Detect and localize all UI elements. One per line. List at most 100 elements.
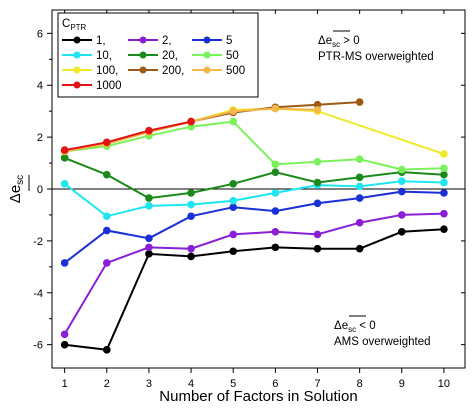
data-point [440, 178, 448, 187]
series-line [64, 107, 445, 155]
data-point [229, 117, 238, 126]
data-point [60, 340, 69, 349]
annotation-negative-label: AMS overweighted [334, 336, 431, 348]
legend-label: 500 [226, 65, 245, 77]
data-point [102, 138, 111, 147]
y-axis: -6 -4 -2 0 2 4 6 [33, 28, 465, 352]
legend-item: 1000 [62, 80, 122, 92]
annotation-positive-sub: sc [332, 40, 340, 49]
legend-label: 100, [96, 65, 118, 77]
series-line [63, 190, 444, 264]
series-layer [60, 98, 448, 354]
data-point [397, 165, 406, 174]
legend-swatch-marker [73, 36, 81, 44]
data-point [440, 150, 448, 158]
data-point [187, 117, 195, 126]
annotation-positive: Δesc > 0 PTR-MS overweighted [318, 30, 434, 63]
data-point [313, 178, 322, 187]
series-0 [60, 225, 448, 354]
series-6 [60, 104, 448, 158]
series-line [63, 212, 444, 335]
legend-label: 1, [96, 35, 106, 47]
legend-label: 200, [162, 65, 184, 77]
y-tick-label: 4 [37, 80, 43, 92]
x-tick-label: 5 [230, 378, 236, 390]
legend-label: 2, [162, 35, 172, 47]
legend-swatch-marker [203, 51, 211, 59]
series-line [63, 180, 444, 218]
data-point [313, 157, 322, 166]
legend-items: 1, 2, 5 10, 20, 50 100, 200, 500 1000 [62, 35, 245, 92]
legend-item: 100, [62, 65, 118, 77]
legend-swatch-marker [139, 66, 147, 74]
data-point [271, 168, 280, 176]
series-9 [60, 117, 195, 154]
data-point [145, 194, 153, 202]
data-point [313, 199, 322, 208]
data-point [60, 259, 69, 267]
data-point [397, 211, 406, 219]
data-point [60, 180, 69, 188]
data-point [102, 212, 111, 221]
annotation-negative-delta: Δ [334, 320, 342, 332]
data-point [187, 244, 195, 253]
y-tick-label: 0 [37, 184, 43, 196]
data-point [355, 218, 364, 227]
data-point [397, 228, 406, 236]
legend-swatch-marker [73, 66, 81, 74]
data-point [187, 252, 195, 261]
series-line [64, 120, 192, 152]
y-tick-label: -6 [33, 340, 43, 352]
legend: CPTR 1, 2, 5 10, 20, 50 100, 200, 500 1000 [57, 12, 259, 98]
data-point [102, 259, 111, 267]
data-point [440, 189, 448, 197]
data-point [313, 230, 322, 239]
annotation-negative-var: e [342, 320, 348, 332]
legend-title-sub: PTR [70, 23, 86, 32]
annotation-negative-condition: Δesc < 0 [334, 320, 376, 334]
data-point [271, 207, 280, 215]
data-point [271, 228, 280, 236]
legend-title-main: C [62, 18, 70, 30]
legend-label: 50 [226, 50, 239, 62]
data-point [271, 243, 280, 252]
data-point [355, 155, 364, 163]
y-axis-title-delta: Δ [7, 193, 24, 203]
annotation-positive-label: PTR-MS overweighted [318, 51, 434, 63]
series-line [64, 120, 444, 171]
legend-swatch-marker [203, 36, 211, 44]
data-point [355, 194, 364, 202]
data-point [60, 146, 69, 154]
data-point [60, 154, 69, 162]
data-point [229, 230, 238, 239]
data-point [271, 189, 280, 197]
annotation-positive-rest: > 0 [340, 35, 360, 47]
annotation-positive-condition: Δesc > 0 [318, 35, 360, 49]
legend-title: CPTR [62, 18, 87, 32]
series-5 [60, 117, 448, 174]
x-tick-label: 4 [188, 378, 194, 390]
legend-label: 1000 [96, 80, 122, 92]
legend-item: 1, [62, 35, 106, 47]
legend-swatch-marker [139, 36, 147, 44]
annotation-negative-rest: < 0 [356, 320, 376, 332]
data-point [229, 203, 238, 211]
legend-swatch-marker [73, 51, 81, 59]
legend-item: 5 [192, 35, 232, 47]
data-point [440, 209, 448, 218]
data-point [440, 225, 448, 234]
y-axis-title-sub: sc [15, 175, 26, 185]
legend-item: 50 [192, 50, 239, 62]
series-2 [60, 187, 448, 267]
data-point [355, 173, 364, 182]
x-axis: 1 2 3 4 5 6 7 8 9 10 [62, 10, 450, 390]
data-point [145, 202, 153, 210]
data-point [102, 346, 111, 354]
series-1 [60, 209, 448, 339]
x-tick-label: 9 [399, 378, 405, 390]
legend-item: 500 [192, 65, 245, 77]
y-tick-label: 2 [37, 132, 43, 144]
data-point [145, 234, 153, 243]
y-axis-title-text: Δesc [7, 175, 26, 203]
